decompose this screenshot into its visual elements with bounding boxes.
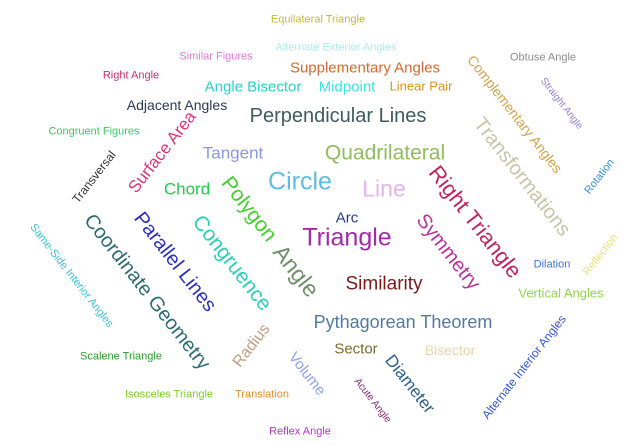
word-reflex-angle: Reflex Angle: [269, 425, 331, 438]
word-pythagorean-theorem: Pythagorean Theorem: [313, 312, 493, 332]
word-reflection: Reflection: [580, 231, 621, 278]
word-similar-figures: Similar Figures: [179, 50, 253, 63]
word-midpoint: Midpoint: [318, 78, 376, 96]
word-right-angle: Right Angle: [102, 69, 160, 82]
word-line: Line: [362, 175, 406, 202]
word-supplementary-angles: Supplementary Angles: [289, 59, 441, 77]
word-radius: Radius: [229, 320, 274, 371]
word-straight-angle: Straight Angle: [537, 75, 585, 132]
word-sector: Sector: [334, 340, 378, 358]
word-quadrilateral: Quadrilateral: [324, 141, 446, 165]
word-congruent-figures: Congruent Figures: [48, 125, 140, 138]
word-triangle: Triangle: [302, 223, 392, 252]
word-alternate-interior-angles: Alternate Interior Angles: [479, 312, 569, 422]
word-rotation: Rotation: [582, 156, 617, 197]
word-tangent: Tangent: [202, 143, 264, 163]
word-similarity: Similarity: [345, 273, 423, 295]
word-diameter: Diameter: [381, 350, 439, 418]
word-obtuse-angle: Obtuse Angle: [509, 51, 577, 64]
word-arc: Arc: [335, 209, 359, 227]
word-vertical-angles: Vertical Angles: [518, 285, 604, 301]
word-translation: Translation: [234, 388, 290, 401]
word-circle: Circle: [268, 167, 332, 196]
word-linear-pair: Linear Pair: [389, 78, 453, 94]
word-scalene-triangle: Scalene Triangle: [80, 350, 162, 363]
word-equilateral-triangle: Equilateral Triangle: [270, 13, 366, 26]
word-chord: Chord: [163, 179, 211, 199]
word-acute-angle: Acute Angle: [351, 376, 394, 426]
word-dilation: Dilation: [533, 258, 571, 271]
word-adjacent-angles: Adjacent Angles: [126, 97, 228, 113]
word-angle-bisector: Angle Bisector: [204, 78, 302, 96]
word-bisector: Bisector: [424, 342, 476, 358]
word-perpendicular-lines: Perpendicular Lines: [249, 105, 427, 127]
word-isosceles-triangle: Isosceles Triangle: [124, 388, 214, 401]
word-transversal: Transversal: [69, 148, 119, 206]
word-volume: Volume: [284, 349, 330, 399]
word-alternate-exterior-angles: Alternate Exterior Angles: [275, 41, 397, 54]
